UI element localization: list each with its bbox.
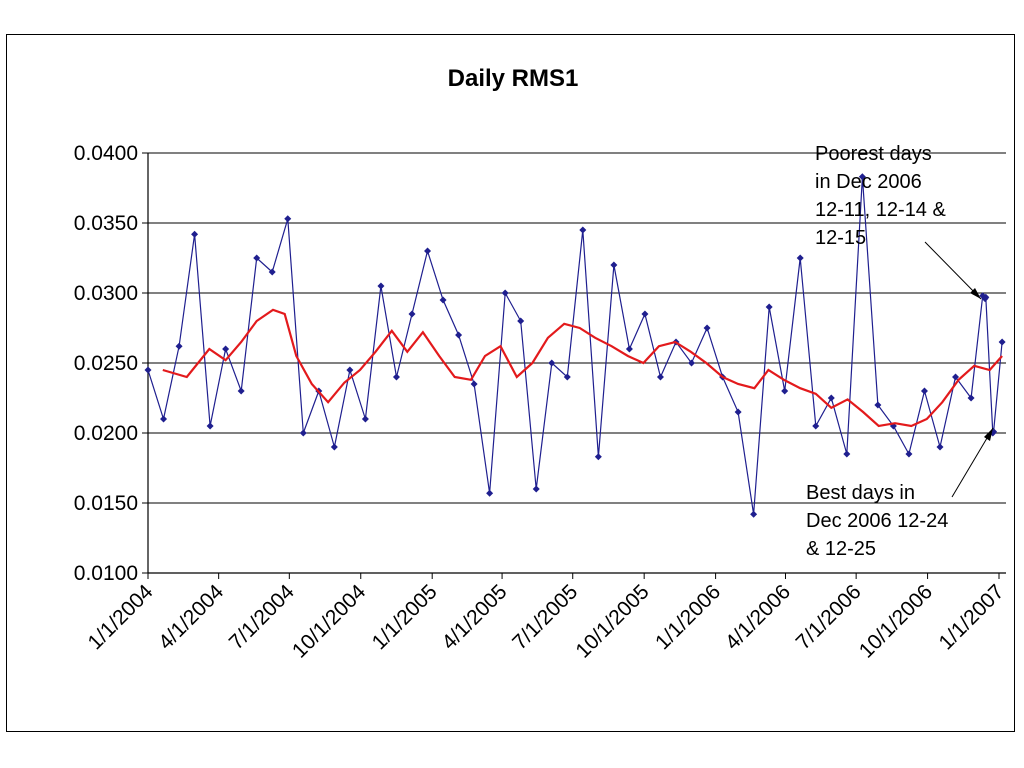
chart-title: Daily RMS1 [448,65,579,92]
data-point-marker [781,387,789,395]
data-point-marker [222,345,230,353]
annotations: Poorest days in Dec 2006 12-11, 12-14 & … [806,143,994,560]
annotation-line: 12-15 [815,227,866,249]
data-point-marker [346,366,354,374]
best-days-arrowhead [984,428,993,441]
x-tick-label: 4/1/2005 [438,580,512,654]
data-point-marker [439,296,447,304]
y-tick-label: 0.0300 [74,282,138,305]
x-tick-label: 7/1/2004 [225,580,299,654]
data-point-marker [424,247,432,255]
best-days-arrow [951,427,994,498]
data-point-marker [594,453,602,461]
data-point-marker [967,394,975,402]
annotation-line: Poorest days [815,143,932,165]
data-point-marker [284,215,292,223]
data-point-marker [253,254,261,262]
data-point-marker [160,415,168,423]
y-tick-label: 0.0400 [74,142,138,165]
y-tick-label: 0.0250 [74,352,138,375]
x-tick-label: 7/1/2006 [792,580,866,654]
x-tick-label: 4/1/2006 [721,580,795,654]
data-point-marker [392,373,400,381]
data-point-marker [703,324,711,332]
data-point-marker [144,366,152,374]
data-point-marker [796,254,804,262]
annotation-line: in Dec 2006 [815,171,922,193]
data-point-marker [641,310,649,318]
x-tick-label: 1/1/2004 [83,580,157,654]
data-point-marker [982,293,990,301]
data-point-marker [827,394,835,402]
series-group [144,173,1006,518]
data-point-marker [998,338,1006,346]
gridlines [142,152,1006,579]
x-tick-label: 1/1/2006 [651,580,725,654]
data-point-marker [470,380,478,388]
data-point-marker [268,268,276,276]
x-tick-label: 1/1/2005 [368,580,442,654]
data-point-marker [936,443,944,451]
data-point-marker [656,373,664,381]
data-point-marker [812,422,820,430]
y-tick-label: 0.0150 [74,492,138,515]
x-tick-label: 4/1/2004 [154,580,228,654]
poorest-days-annotation: Poorest days in Dec 2006 12-11, 12-14 & … [815,143,951,249]
x-tick-label: 10/1/2006 [855,580,937,662]
data-point-marker [532,485,540,493]
data-point-marker [361,415,369,423]
daily-rms-line [147,176,1003,515]
chart-frame: Daily RMS1 0.0100 0.0150 0.0200 0.0250 0… [6,34,1015,732]
axes [147,153,1006,574]
data-point-marker [206,422,214,430]
x-tick-label: 7/1/2005 [508,580,582,654]
data-point-marker [408,310,416,318]
data-point-marker [548,359,556,367]
data-point-marker [688,359,696,367]
data-point-marker [517,317,525,325]
x-tick-label: 10/1/2004 [288,580,371,663]
x-tick-labels: 1/1/2004 4/1/2004 7/1/2004 10/1/2004 1/1… [83,580,1008,663]
data-point-marker [905,450,913,458]
data-point-marker [843,450,851,458]
data-point-marker [874,401,882,409]
data-point-marker [237,387,245,395]
moving-average-line [162,308,1003,428]
annotation-line: Best days in [806,482,915,504]
y-tick-label: 0.0200 [74,422,138,445]
annotation-line: 12-11, 12-14 & [815,199,946,221]
data-point-marker [455,331,463,339]
data-point-marker [625,345,633,353]
poorest-days-arrowhead [970,288,981,299]
data-point-marker [563,373,571,381]
y-tick-label: 0.0100 [74,562,138,585]
data-point-marker [750,510,758,518]
data-point-marker [175,342,183,350]
annotation-line: Dec 2006 12-24 [806,510,948,532]
data-point-marker [579,226,587,234]
x-tick-label: 1/1/2007 [934,580,1008,654]
data-point-marker [330,443,338,451]
data-point-marker [952,373,960,381]
data-point-marker [734,408,742,416]
y-tick-labels: 0.0100 0.0150 0.0200 0.0250 0.0300 0.035… [74,142,138,585]
data-point-marker [765,303,773,311]
data-point-marker [299,429,307,437]
line-chart: Daily RMS1 0.0100 0.0150 0.0200 0.0250 0… [74,65,1009,663]
poorest-days-arrow [924,241,982,300]
data-point-marker [377,282,385,290]
best-days-annotation: Best days in Dec 2006 12-24 & 12-25 [806,482,954,560]
data-point-marker [610,261,618,269]
annotation-line: & 12-25 [806,538,876,560]
y-tick-label: 0.0350 [74,212,138,235]
data-point-marker [486,489,494,497]
data-point-marker [191,230,199,238]
data-point-marker [858,173,866,181]
data-point-marker [501,289,509,297]
data-point-marker [920,387,928,395]
x-tick-label: 10/1/2005 [571,580,653,662]
